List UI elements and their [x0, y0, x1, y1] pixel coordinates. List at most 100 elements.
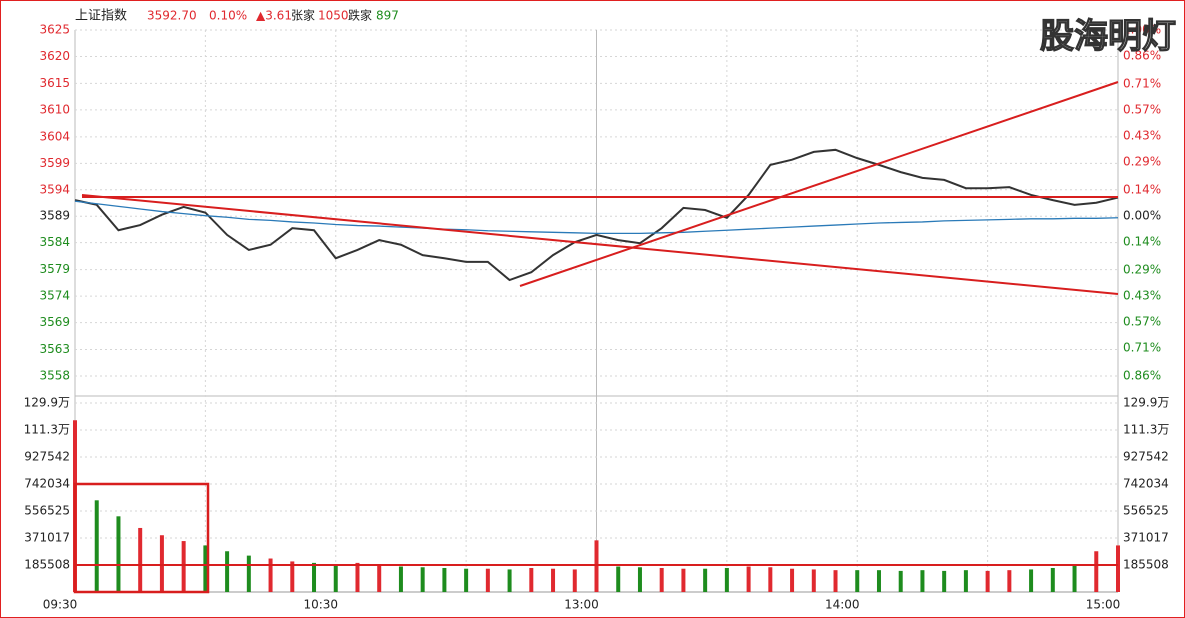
y2-tick-label: 0.29%: [1123, 262, 1161, 276]
y-tick-label: 3589: [39, 209, 70, 223]
annotation-line: [519, 81, 1119, 287]
volume-bar: [181, 541, 186, 592]
header: 上证指数 3592.70 0.10% ▲3.61 张家 1050 跌家 897: [75, 8, 399, 24]
y-tick-label: 3625: [39, 23, 70, 37]
y2-tick-label: 0.71%: [1123, 76, 1161, 90]
y2-tick-label: 0.71%: [1123, 341, 1161, 355]
y-tick-label: 3599: [39, 156, 70, 170]
y2-tick-label: 0.14%: [1123, 182, 1161, 196]
y-tick-label: 556525: [24, 503, 70, 517]
price-line: [74, 148, 1119, 282]
y2-tick-label: 0.57%: [1123, 315, 1161, 329]
y-tick-label: 129.9万: [1123, 396, 1169, 410]
annotations: [73, 81, 1119, 594]
volume-bar: [485, 568, 490, 592]
y-tick-label: 3574: [39, 289, 70, 303]
y-tick-label: 111.3万: [24, 422, 70, 436]
x-tick-label: 09:30: [43, 598, 78, 612]
volume-bar: [377, 565, 382, 592]
y-tick-label: 3594: [39, 182, 70, 196]
volume-bar: [833, 570, 838, 592]
y-tick-label: 3563: [39, 342, 70, 356]
y-tick-label: 371017: [24, 530, 70, 544]
volume-bar: [94, 500, 99, 592]
volume-bar: [963, 570, 968, 592]
y-tick-label: 3584: [39, 235, 70, 249]
up-label: 张家: [291, 8, 315, 23]
index-name: 上证指数: [75, 9, 127, 24]
volume-bar: [746, 566, 751, 592]
volume-bar: [594, 540, 599, 592]
y-tick-label: 129.9万: [24, 396, 70, 410]
volume-bar: [637, 567, 642, 592]
volume-bar: [464, 568, 469, 592]
y-tick-label: 371017: [1123, 530, 1169, 544]
volume-bar: [290, 561, 295, 592]
volume-bar: [507, 569, 512, 592]
y2-tick-label: 1.00%: [1123, 23, 1161, 37]
y-tick-label: 3604: [39, 129, 70, 143]
change-pct: 0.10%: [209, 9, 247, 23]
volume-bar: [442, 567, 447, 592]
down-label: 跌家: [348, 8, 372, 23]
volume-bar: [116, 516, 121, 592]
y-tick-label: 3615: [39, 76, 70, 90]
x-tick-label: 14:00: [825, 598, 860, 612]
y-tick-label: 927542: [24, 449, 70, 463]
y-tick-label: 742034: [1123, 476, 1169, 490]
volume-bar: [572, 569, 577, 592]
volume-bar: [551, 568, 556, 592]
volume-bar: [790, 568, 795, 592]
volume-bar: [942, 570, 947, 592]
volume-bar: [138, 527, 143, 592]
y-tick-label: 3558: [39, 369, 70, 383]
x-tick-label: 15:00: [1086, 598, 1121, 612]
y2-tick-label: 0.57%: [1123, 102, 1161, 116]
volume-bar: [703, 568, 708, 592]
volume-bar: [616, 566, 621, 592]
change: ▲3.61: [256, 9, 292, 23]
y2-tick-label: 0.14%: [1123, 235, 1161, 249]
y-tick-label: 927542: [1123, 449, 1169, 463]
volume-bar: [768, 567, 773, 592]
volume-bar: [811, 569, 816, 592]
volume-bar: [1094, 551, 1099, 592]
volume-bar: [876, 570, 881, 592]
x-tick-label: 13:00: [564, 598, 599, 612]
up-count: 1050: [318, 9, 349, 23]
x-tick-label: 10:30: [303, 598, 338, 612]
y-tick-label: 3579: [39, 262, 70, 276]
volume-bar: [225, 551, 230, 592]
volume-bar: [985, 570, 990, 592]
plot: 3625 3620 3615 3610 3604 3599 3594 3589 3584 3579…: [24, 23, 1170, 612]
down-count: 897: [376, 9, 399, 23]
volume-bar: [333, 564, 338, 592]
y-tick-label: 185508: [24, 558, 70, 572]
volume-bar: [203, 545, 208, 592]
volume-bar: [920, 570, 925, 592]
y-tick-label: 742034: [24, 476, 70, 490]
volume-bar: [898, 570, 903, 592]
volume-bar: [312, 562, 317, 592]
y-tick-label: 3620: [39, 49, 70, 63]
volume-bar: [246, 555, 251, 592]
y2-tick-label: 0.29%: [1123, 155, 1161, 169]
y-tick-label: 185508: [1123, 558, 1169, 572]
annotation-line: [81, 194, 1119, 295]
y2-tick-label: 0.43%: [1123, 289, 1161, 303]
volume-bar: [681, 568, 686, 592]
volume-bar: [529, 567, 534, 592]
volume-bar: [855, 570, 860, 592]
y2-tick-label: 0.43%: [1123, 129, 1161, 143]
y2-tick-label: 0.00%: [1123, 209, 1161, 223]
y-tick-label: 3569: [39, 315, 70, 329]
volume-bar: [159, 535, 164, 592]
average-line: [74, 200, 1119, 234]
volume-bar: [1007, 570, 1012, 592]
y-tick-label: 111.3万: [1123, 422, 1169, 436]
volume-bar: [420, 567, 425, 592]
y-tick-label: 3610: [39, 102, 70, 116]
volume-bar: [355, 562, 360, 592]
